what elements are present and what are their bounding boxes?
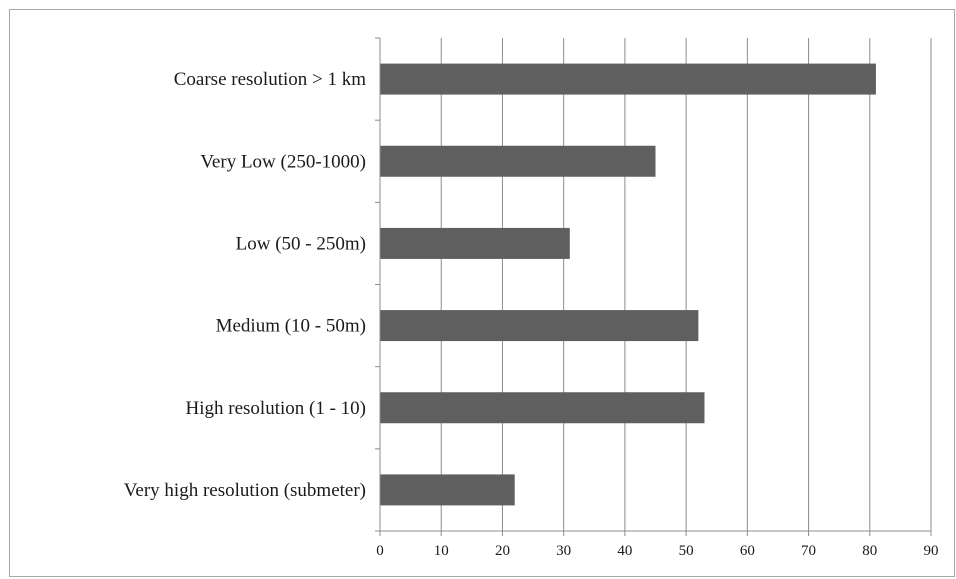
x-tick-label: 30 bbox=[556, 543, 571, 559]
bar-6 bbox=[380, 474, 515, 506]
bar-1 bbox=[380, 63, 876, 95]
category-label: Very high resolution (submeter) bbox=[124, 480, 366, 501]
bar-2 bbox=[380, 145, 656, 177]
x-tick-label: 50 bbox=[679, 543, 694, 559]
bar-5 bbox=[380, 392, 705, 424]
x-tick-label: 60 bbox=[740, 543, 755, 559]
category-label: Medium (10 - 50m) bbox=[216, 316, 366, 337]
x-tick-label: 90 bbox=[924, 543, 939, 559]
category-label: High resolution (1 - 10) bbox=[186, 398, 366, 419]
chart-frame: Coarse resolution > 1 km Very Low (250-10… bbox=[9, 9, 955, 577]
x-tick-label: 70 bbox=[801, 543, 816, 559]
category-label: Very Low (250-1000) bbox=[200, 151, 366, 172]
category-label: Low (50 - 250m) bbox=[236, 233, 366, 254]
x-tick-label: 80 bbox=[862, 543, 877, 559]
x-tick-label: 40 bbox=[617, 543, 632, 559]
x-tick-label: 20 bbox=[495, 543, 510, 559]
bar-3 bbox=[380, 227, 570, 259]
category-label: Coarse resolution > 1 km bbox=[174, 69, 366, 90]
bar-4 bbox=[380, 310, 699, 342]
bar-chart: Coarse resolution > 1 km Very Low (250-10… bbox=[124, 37, 939, 559]
x-tick-label: 0 bbox=[376, 543, 384, 559]
x-tick-label: 10 bbox=[434, 543, 449, 559]
